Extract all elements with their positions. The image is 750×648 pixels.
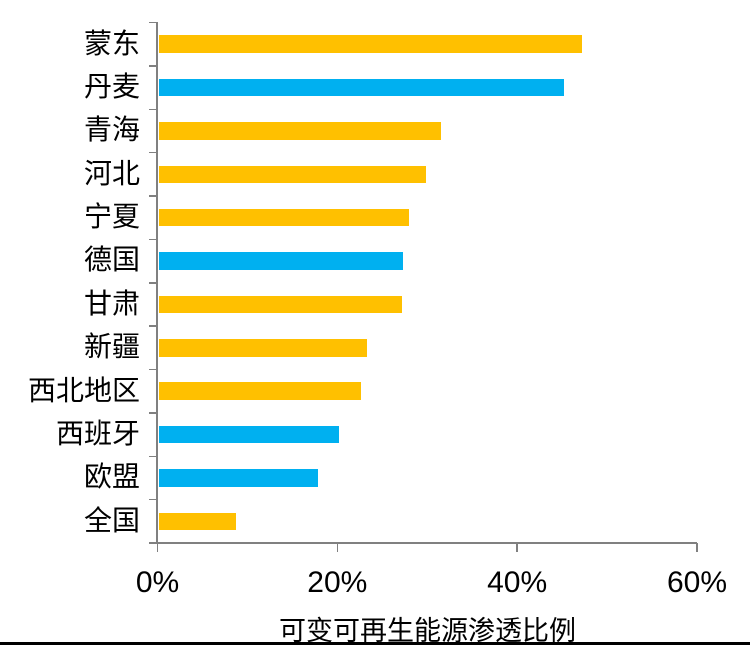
bar	[159, 425, 339, 444]
y-axis-label: 蒙东	[83, 28, 140, 60]
bar	[159, 512, 237, 531]
y-axis-label: 欧盟	[83, 462, 140, 494]
y-axis-tick	[148, 412, 158, 414]
bar	[159, 339, 367, 357]
x-axis-line	[156, 542, 697, 544]
x-axis-tick-label: 0%	[135, 566, 180, 599]
y-axis-tick	[148, 282, 158, 284]
y-axis-tick	[148, 542, 158, 544]
y-axis-tick	[148, 65, 158, 67]
bottom-rule	[0, 642, 750, 645]
bar	[159, 469, 319, 487]
y-axis-tick	[148, 325, 158, 327]
y-axis-label: 甘肃	[83, 288, 140, 320]
y-axis-tick	[148, 498, 158, 501]
bar	[159, 35, 582, 53]
y-axis-tick	[148, 368, 158, 371]
bar	[159, 295, 402, 314]
y-axis-label: 全国	[83, 505, 140, 537]
y-axis-tick	[148, 151, 158, 154]
x-axis-tick-label: 60%	[666, 566, 728, 599]
y-axis-tick	[148, 238, 158, 241]
x-axis-tick	[156, 543, 159, 552]
x-axis-tick	[516, 543, 518, 552]
x-axis-tick-label: 20%	[307, 566, 368, 599]
x-axis-tick	[696, 543, 698, 552]
bar	[159, 382, 362, 400]
y-axis-label: 河北	[83, 158, 140, 190]
x-axis-tick	[336, 543, 339, 552]
y-axis-tick	[148, 195, 158, 197]
x-axis-title: 可变可再生能源渗透比例	[279, 616, 576, 646]
y-axis-label: 宁夏	[83, 202, 140, 233]
y-axis-label: 青海	[83, 115, 140, 147]
y-axis-label: 西北地区	[27, 375, 140, 407]
y-axis-label: 新疆	[83, 332, 140, 364]
bar	[159, 78, 564, 97]
y-axis-tick	[148, 455, 158, 457]
bar	[159, 122, 442, 140]
bar	[159, 165, 427, 184]
y-axis-label: 德国	[83, 245, 140, 277]
bar	[159, 252, 403, 270]
bar	[159, 208, 409, 227]
y-axis-tick	[148, 21, 158, 24]
x-axis-tick-label: 40%	[487, 566, 548, 599]
y-axis-label: 丹麦	[83, 71, 140, 103]
y-axis-label: 西班牙	[55, 418, 140, 450]
y-axis-tick	[148, 108, 158, 110]
